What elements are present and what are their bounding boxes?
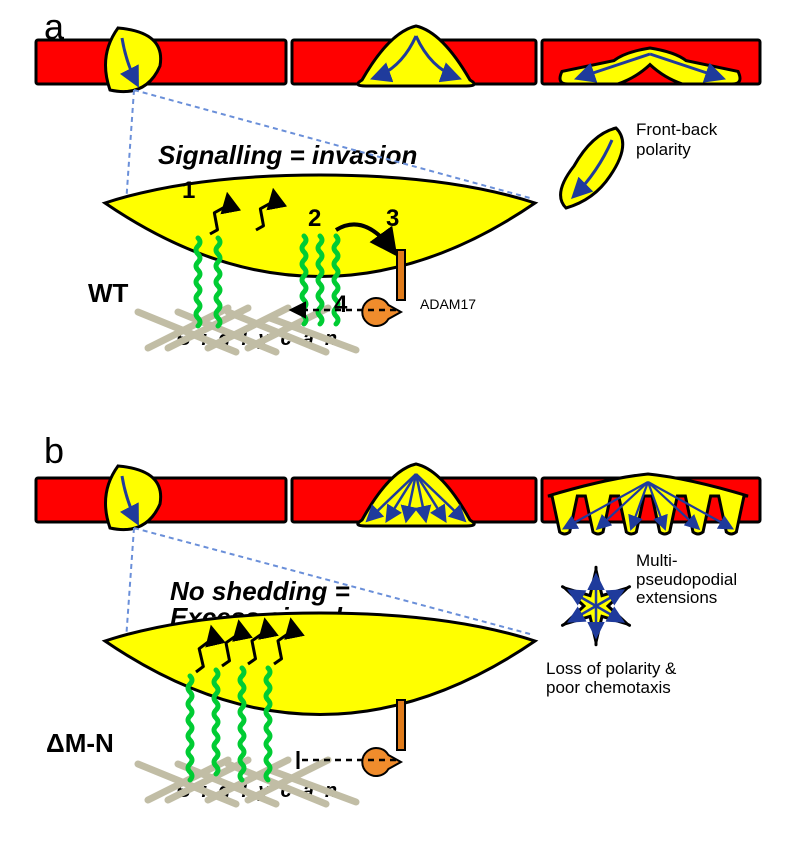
svg-text:2: 2 <box>308 205 321 232</box>
svg-text:3: 3 <box>386 205 399 232</box>
svg-text:1: 1 <box>182 177 195 204</box>
loss-label: Loss of polarity & poor chemotaxis <box>546 660 676 697</box>
mn-label: ΔM-N <box>46 728 114 759</box>
heading-b: No shedding = Excess signal <box>170 578 350 630</box>
biglycan-b: B i g l y c a n <box>176 780 337 803</box>
heading-a: Signalling = invasion <box>158 140 417 171</box>
svg-text:4: 4 <box>334 291 348 318</box>
adam17-label: ADAM17 <box>420 296 476 312</box>
wt-label: WT <box>88 278 128 309</box>
multi-label: Multi- pseudopodial extensions <box>636 552 737 608</box>
panel-a-label: a <box>44 6 64 48</box>
panel-b-label: b <box>44 430 64 472</box>
polarity-label: Front-back polarity <box>636 120 717 160</box>
biglycan-a: B i g l y c a n <box>176 328 337 351</box>
